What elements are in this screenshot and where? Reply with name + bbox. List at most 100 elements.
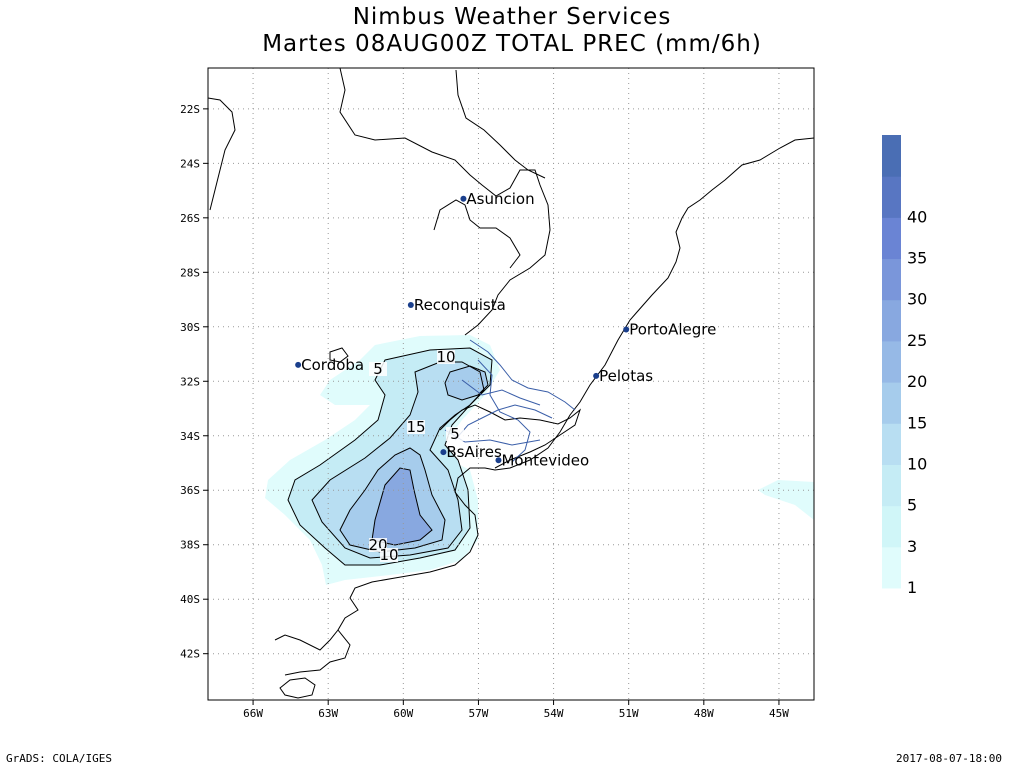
map-title: Nimbus Weather Services bbox=[352, 4, 672, 30]
rivers-2 bbox=[454, 404, 553, 441]
contour-label: 10 bbox=[436, 348, 455, 366]
border-paraguay bbox=[339, 68, 551, 336]
precip-area-1mm-east bbox=[758, 480, 814, 520]
colorbar-label: 10 bbox=[907, 454, 927, 473]
colorbar-label: 20 bbox=[907, 372, 927, 391]
city-markers: Asuncion Reconquista PortoAlegre Cordoba Pel… bbox=[295, 190, 716, 469]
coast-plata bbox=[439, 404, 582, 469]
coast-atlantic bbox=[284, 137, 814, 676]
colorbar-segment bbox=[882, 423, 901, 465]
precip-shading bbox=[265, 335, 814, 585]
tierra-del-fuego bbox=[279, 677, 316, 699]
colorbar-segment bbox=[882, 340, 901, 383]
lat-tick-label: 38S bbox=[180, 539, 200, 552]
contour-15mm bbox=[339, 447, 446, 553]
colorbar-label: 1 bbox=[907, 578, 917, 597]
lon-tick-label: 54W bbox=[544, 707, 564, 720]
contour-10mm bbox=[311, 361, 485, 559]
lon-tick-label: 48W bbox=[694, 707, 714, 720]
city-dot bbox=[460, 195, 467, 202]
precip-area-20mm bbox=[372, 468, 432, 545]
colorbar-segment bbox=[882, 505, 901, 548]
colorbar-segment bbox=[882, 135, 901, 177]
contour-label: 5 bbox=[373, 360, 383, 378]
lat-tick-label: 30S bbox=[180, 321, 200, 334]
coast-chile bbox=[208, 97, 236, 211]
colorbar-label: 35 bbox=[907, 249, 927, 268]
rivers-1 bbox=[469, 339, 576, 411]
rivers-3 bbox=[477, 359, 531, 463]
lat-tick-label: 36S bbox=[180, 484, 200, 497]
lat-tick-label: 28S bbox=[180, 266, 200, 279]
city-label: PortoAlegre bbox=[629, 321, 716, 339]
city-dot bbox=[593, 372, 600, 379]
map-subtitle: Martes 08AUG00Z TOTAL PREC (mm/6h) bbox=[262, 31, 762, 57]
city-label: Pelotas bbox=[599, 367, 653, 385]
lat-tick-label: 22S bbox=[180, 103, 200, 116]
map-content bbox=[208, 68, 814, 700]
lat-tick-label: 40S bbox=[180, 593, 200, 606]
lat-tick-label: 34S bbox=[180, 430, 200, 443]
city-dot bbox=[407, 302, 414, 308]
colorbar-label: 15 bbox=[907, 413, 927, 432]
grid-lines bbox=[208, 68, 814, 700]
city-label: Cordoba bbox=[301, 356, 364, 374]
lon-tick-label: 63W bbox=[318, 707, 338, 720]
contour-label-bg bbox=[380, 548, 398, 562]
lon-tick-label: 57W bbox=[469, 707, 489, 720]
lat-tick-label: 42S bbox=[180, 648, 200, 661]
lon-tick-label: 51W bbox=[619, 707, 639, 720]
city-dot bbox=[440, 449, 447, 456]
lon-tick-label: 60W bbox=[393, 707, 413, 720]
colorbar-label: 25 bbox=[907, 331, 927, 350]
colorbar-segment bbox=[882, 382, 901, 424]
footer-credit: GrADS: COLA/IGES bbox=[6, 752, 112, 765]
lon-tick-label: 45W bbox=[769, 707, 789, 720]
city-label: Reconquista bbox=[414, 296, 506, 314]
colorbar-segment bbox=[882, 546, 901, 589]
rivers-4 bbox=[461, 379, 541, 406]
city-label: Asuncion bbox=[466, 190, 534, 208]
contour-label-bg bbox=[437, 350, 455, 364]
colorbar-segment bbox=[882, 176, 901, 218]
coast-patagonia bbox=[274, 629, 339, 651]
colorbar-label: 30 bbox=[907, 290, 927, 309]
contour-5mm bbox=[287, 347, 493, 566]
contour-label-bg bbox=[446, 427, 464, 441]
colorbar-label: 5 bbox=[907, 496, 917, 515]
border-paraguay-south bbox=[433, 199, 521, 269]
colorbar-segment bbox=[882, 217, 901, 260]
contour-label: 15 bbox=[406, 418, 425, 436]
lat-tick-label: 24S bbox=[180, 157, 200, 170]
coastlines bbox=[208, 68, 814, 699]
lon-tick-label: 66W bbox=[243, 707, 263, 720]
contour-label-bg bbox=[407, 420, 425, 434]
contour-label: 5 bbox=[450, 425, 460, 443]
river-network bbox=[444, 339, 576, 463]
lat-tick-label: 32S bbox=[180, 375, 200, 388]
city-label: Montevideo bbox=[501, 451, 589, 469]
footer-timestamp: 2017-08-07-18:00 bbox=[896, 752, 1002, 765]
contour-lines bbox=[287, 347, 493, 566]
border-brazil bbox=[455, 69, 546, 179]
latitude-axis: 22S 24S 26S 28S 30S 32S 34S 36S 38S 40S 42S bbox=[180, 103, 208, 661]
contour-20mm bbox=[371, 467, 433, 546]
longitude-axis: 66W 63W 60W 57W 54W 51W 48W 45W bbox=[243, 700, 789, 720]
colorbar-segment bbox=[882, 258, 901, 301]
city-label: BsAires bbox=[446, 443, 502, 461]
colorbar-label: 40 bbox=[907, 207, 927, 226]
contour-label: 10 bbox=[379, 546, 398, 564]
city-dot bbox=[495, 457, 502, 464]
contour-15mm-north bbox=[444, 365, 489, 401]
map-frame bbox=[207, 67, 815, 701]
city-dot bbox=[623, 326, 630, 333]
colorbar-segment bbox=[882, 464, 901, 507]
colorbar-label: 3 bbox=[907, 537, 917, 556]
colorbar-segment bbox=[882, 299, 901, 342]
city-dot bbox=[295, 361, 302, 368]
island-small bbox=[329, 347, 349, 363]
contour-label-bg bbox=[369, 362, 387, 376]
